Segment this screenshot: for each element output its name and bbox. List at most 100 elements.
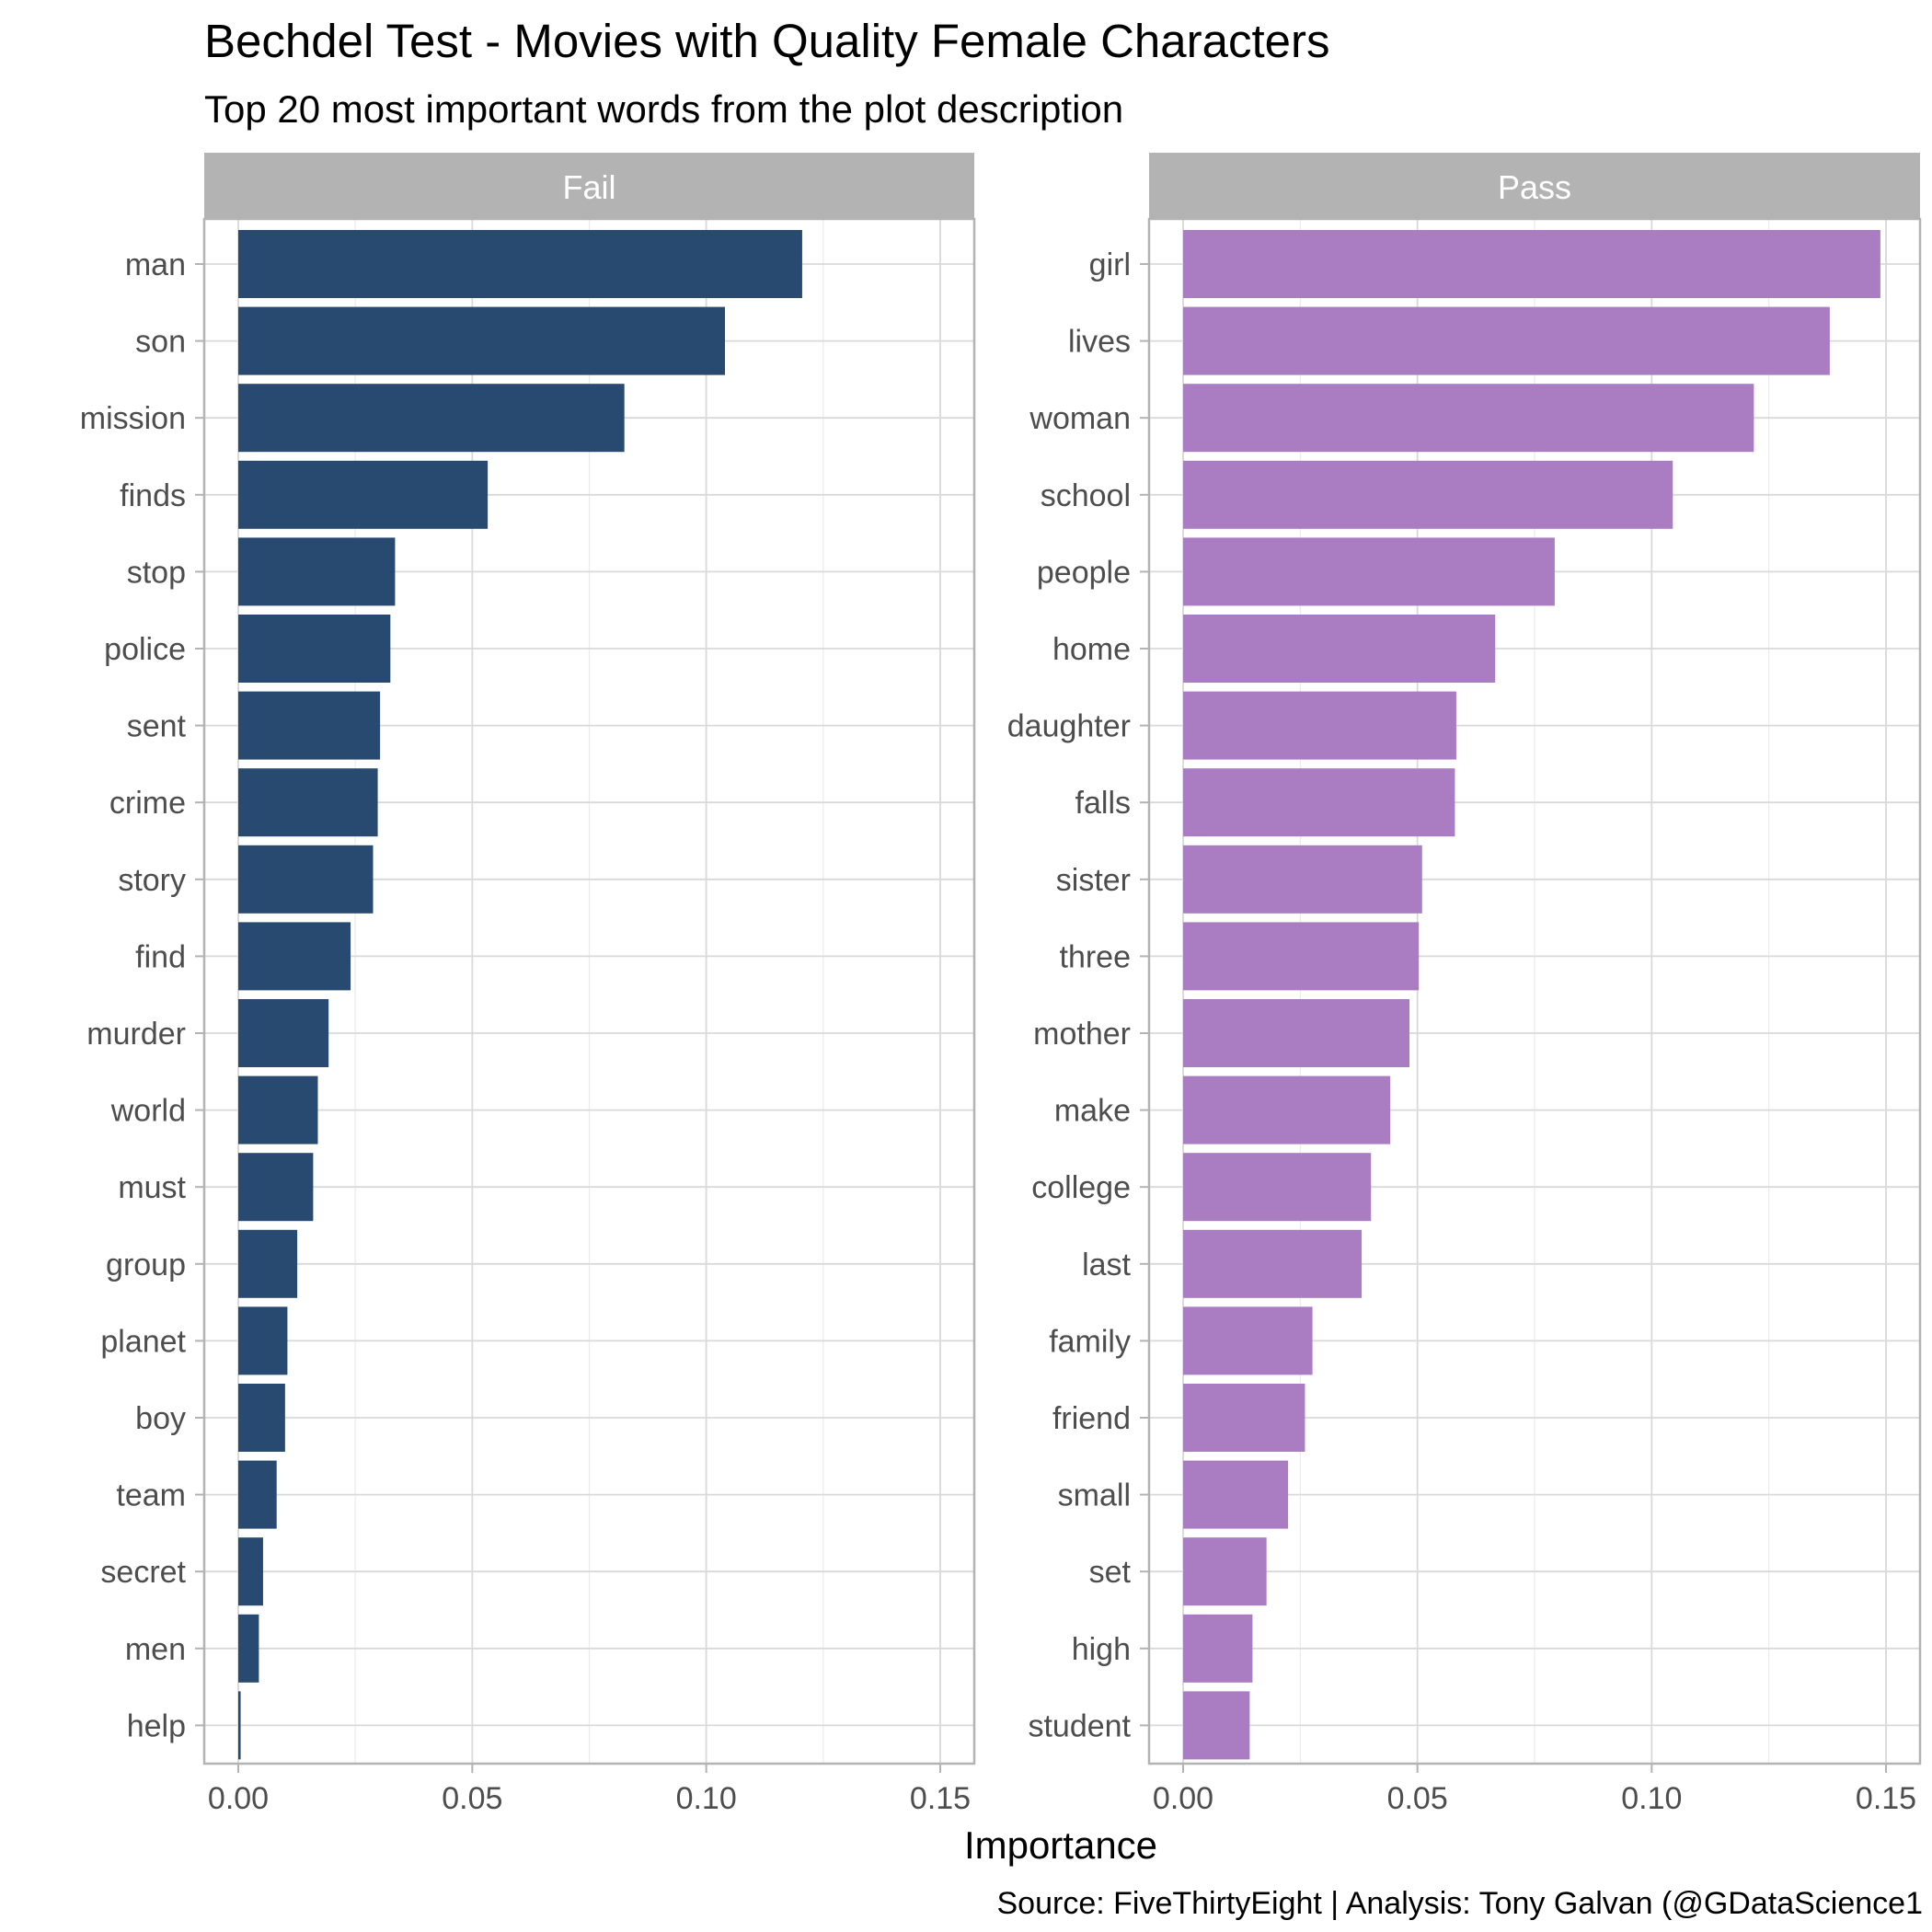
category-label: lives	[1068, 325, 1131, 360]
category-label: murder	[86, 1017, 186, 1052]
bar-finds	[238, 460, 489, 529]
facet-strip	[1149, 153, 1920, 219]
bar-small	[1183, 1460, 1289, 1529]
bar-friend	[1183, 1384, 1305, 1452]
category-label: police	[104, 632, 186, 667]
category-label: family	[1049, 1324, 1131, 1359]
facet-strip	[204, 153, 974, 219]
panel-pass: Pass girl lives woman school people home daught…	[1007, 153, 1922, 1816]
bar-family	[1183, 1306, 1313, 1375]
bar-home	[1183, 615, 1496, 683]
category-label: mission	[80, 401, 186, 436]
bar-must	[238, 1153, 314, 1222]
category-label: set	[1089, 1555, 1132, 1590]
category-label: small	[1058, 1478, 1131, 1513]
bar-people	[1183, 537, 1555, 606]
category-label: stop	[127, 555, 186, 590]
category-label: people	[1037, 555, 1131, 590]
category-label: make	[1054, 1094, 1131, 1129]
bar-group	[238, 1229, 298, 1298]
bar-stop	[238, 537, 396, 606]
category-label: finds	[120, 478, 186, 513]
x-tick-label: 0.00	[208, 1781, 269, 1816]
category-label: find	[135, 939, 186, 974]
x-tick-label: 0.10	[1621, 1781, 1682, 1816]
category-label: secret	[100, 1555, 186, 1590]
category-label: falls	[1075, 786, 1131, 821]
x-tick-label: 0.05	[442, 1781, 502, 1816]
bar-boy	[238, 1384, 285, 1452]
category-label: sister	[1056, 863, 1131, 898]
x-tick-label: 0.15	[1856, 1781, 1916, 1816]
category-label: sent	[127, 709, 187, 744]
chart-title: Bechdel Test - Movies with Quality Femal…	[204, 15, 1330, 67]
category-label: high	[1072, 1632, 1131, 1667]
category-label: home	[1052, 632, 1131, 667]
bar-student	[1183, 1691, 1250, 1760]
bar-school	[1183, 460, 1673, 529]
category-label: woman	[1029, 401, 1131, 436]
category-label: group	[106, 1248, 186, 1282]
bar-set	[1183, 1537, 1267, 1606]
bar-make	[1183, 1075, 1391, 1144]
x-tick-label: 0.10	[676, 1781, 737, 1816]
category-label: student	[1028, 1708, 1131, 1743]
x-tick-label: 0.00	[1153, 1781, 1213, 1816]
bar-high	[1183, 1614, 1253, 1683]
category-label: boy	[135, 1401, 186, 1436]
bar-three	[1183, 922, 1420, 991]
bar-help	[238, 1691, 241, 1760]
category-label: help	[127, 1708, 186, 1743]
category-label: man	[125, 247, 186, 282]
category-label: college	[1031, 1170, 1131, 1205]
facet-label: Fail	[562, 168, 615, 206]
category-label: story	[118, 863, 186, 898]
category-label: girl	[1089, 247, 1131, 282]
bar-sent	[238, 691, 381, 760]
chart-subtitle: Top 20 most important words from the plo…	[204, 87, 1123, 131]
panel-border	[202, 217, 976, 1765]
category-label: daughter	[1007, 709, 1131, 744]
bar-daughter	[1183, 691, 1456, 760]
bar-planet	[238, 1306, 288, 1375]
category-label: friend	[1052, 1401, 1131, 1436]
bar-crime	[238, 768, 378, 837]
bar-college	[1183, 1153, 1372, 1222]
bar-murder	[238, 999, 329, 1067]
x-tick-label: 0.15	[910, 1781, 971, 1816]
bar-man	[238, 230, 802, 298]
x-tick-label: 0.05	[1387, 1781, 1448, 1816]
x-axis-title: Importance	[964, 1823, 1157, 1867]
category-label: must	[118, 1170, 186, 1205]
bar-story	[238, 845, 374, 914]
bar-lives	[1183, 306, 1830, 375]
category-label: planet	[100, 1324, 186, 1359]
bar-sister	[1183, 845, 1422, 914]
bar-falls	[1183, 768, 1455, 837]
bar-find	[238, 922, 351, 991]
bar-girl	[1183, 230, 1880, 298]
bar-police	[238, 615, 391, 683]
bar-team	[238, 1460, 277, 1529]
bar-world	[238, 1075, 318, 1144]
bar-last	[1183, 1229, 1363, 1298]
panel-fail: Fail man son mission finds stop police sent crim…	[80, 153, 976, 1816]
category-label: crime	[109, 786, 186, 821]
facet-label: Pass	[1498, 168, 1571, 206]
bar-woman	[1183, 384, 1754, 453]
category-label: men	[125, 1632, 186, 1667]
bar-mission	[238, 384, 625, 453]
category-label: school	[1041, 478, 1131, 513]
chart-caption: Source: FiveThirtyEight | Analysis: Tony…	[997, 1886, 1924, 1921]
category-label: team	[116, 1478, 186, 1513]
category-label: son	[135, 325, 186, 360]
bar-men	[238, 1614, 259, 1683]
category-label: three	[1060, 939, 1132, 974]
category-label: last	[1082, 1248, 1131, 1282]
panel-border	[1147, 217, 1922, 1765]
bar-son	[238, 306, 726, 375]
category-label: world	[110, 1094, 186, 1129]
bar-secret	[238, 1537, 263, 1606]
facet-panels: Fail man son mission finds stop police sent crim…	[80, 153, 1922, 1816]
